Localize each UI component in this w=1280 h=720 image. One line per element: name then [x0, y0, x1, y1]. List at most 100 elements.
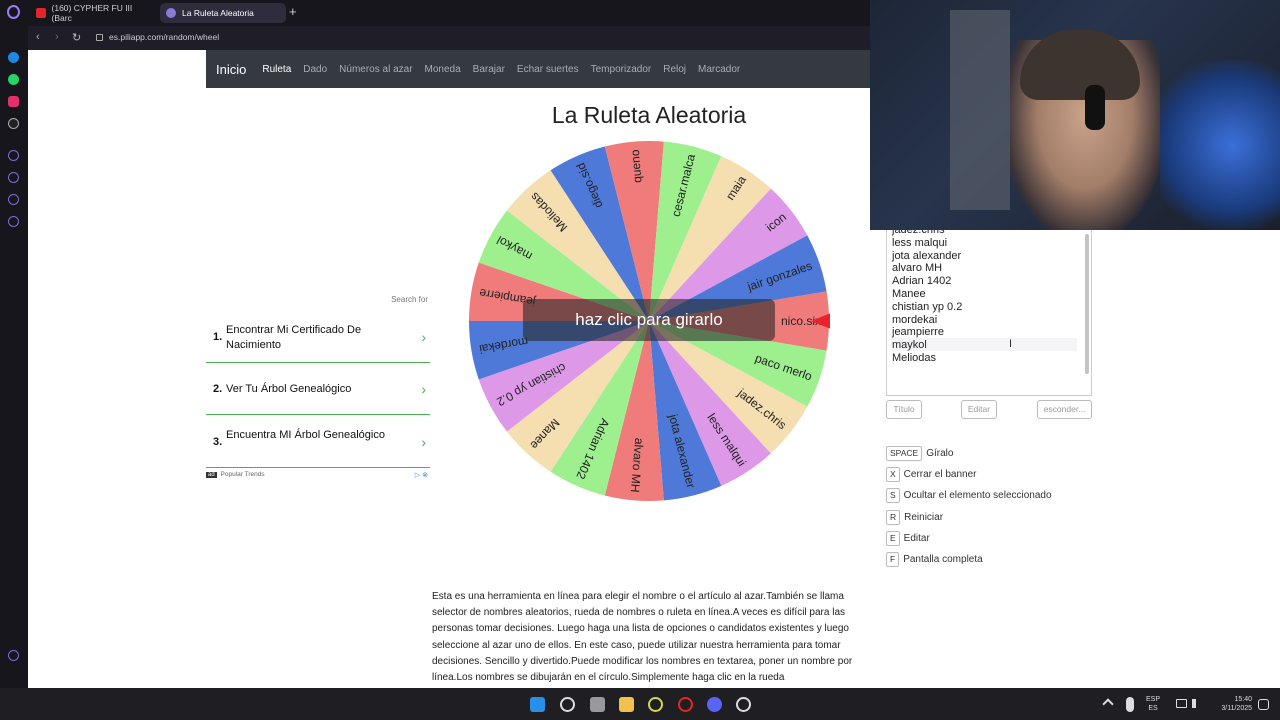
webcam-overlay	[870, 0, 1280, 230]
shortcut-label: Reiniciar	[904, 512, 944, 523]
wheel-segment[interactable]	[649, 321, 808, 454]
spin-label[interactable]: haz clic para girarlo	[523, 299, 775, 341]
date: 3/11/2025	[1221, 705, 1252, 712]
wheel-segment[interactable]	[550, 146, 649, 321]
whatsapp-icon[interactable]	[8, 74, 19, 85]
name-line: jeampierre	[892, 326, 944, 339]
nav-numeros[interactable]: Números al azar	[339, 63, 413, 75]
nav-marcador[interactable]: Marcador	[698, 63, 741, 75]
shortcut-key: R	[886, 510, 901, 525]
opera-gx-icon[interactable]	[648, 697, 663, 712]
wheel[interactable]: nico.six paco merlo jadez.chris less malqui…	[468, 140, 830, 502]
extensions-icon[interactable]	[8, 194, 19, 205]
tiktok-icon[interactable]	[8, 118, 19, 129]
current-line-highlight	[891, 338, 1077, 351]
tab-label: (160) CYPHER FU III (Barc	[51, 3, 133, 23]
tab-ruleta[interactable]: La Ruleta Aleatoria	[160, 3, 286, 23]
browser-sidebar	[0, 26, 28, 720]
wheel-segment[interactable]	[649, 156, 771, 321]
wheel-segment[interactable]	[478, 321, 649, 432]
name-line: less malqui	[892, 236, 948, 249]
nav-barajar[interactable]: Barajar	[472, 63, 505, 75]
messenger-icon[interactable]	[8, 52, 19, 63]
wheel-segment[interactable]	[649, 321, 827, 407]
ad-item-text: Ver Tu Árbol Genealógico	[226, 383, 352, 395]
wheel-segment[interactable]	[649, 141, 722, 321]
back-icon[interactable]: ‹	[36, 31, 40, 43]
ad-item-number: 3.	[213, 436, 223, 448]
ad-item-text: Encontrar Mi Certificado De Nacimiento	[226, 324, 362, 351]
taskbar: ESP ES 15:40 3/11/2025	[0, 688, 1280, 720]
wheel-segment[interactable]	[550, 321, 649, 496]
wheel-segment[interactable]	[478, 210, 649, 321]
description-text: Esta es una herramienta en línea para el…	[432, 591, 853, 684]
webcam-hair	[1020, 30, 1140, 100]
ad-item[interactable]: 1. Encontrar Mi Certificado De Nacimient…	[206, 313, 430, 363]
edit-button[interactable]: Editar	[961, 400, 997, 419]
ad-block: Search for 1. Encontrar Mi Certificado D…	[206, 293, 430, 483]
chevron-right-icon: ›	[421, 434, 426, 450]
clock[interactable]: 15:40 3/11/2025	[1208, 695, 1252, 713]
ad-item[interactable]: 2. Ver Tu Árbol Genealógico ›	[206, 365, 430, 415]
history-icon[interactable]	[8, 150, 19, 161]
search-icon[interactable]	[560, 697, 575, 712]
ad-badge: ad	[206, 472, 217, 478]
opera-logo-icon[interactable]	[7, 5, 20, 19]
language-code: ESP	[1146, 696, 1161, 703]
ad-footer-text: Popular Trends	[220, 471, 265, 478]
task-view-icon[interactable]	[590, 697, 605, 712]
wheel-segment[interactable]	[604, 321, 664, 502]
title-button[interactable]: Título	[886, 400, 922, 419]
shortcut-space: SPACE Gíralo	[886, 446, 953, 461]
nav-ruleta[interactable]: Ruleta	[262, 63, 292, 75]
nav-brand[interactable]: Inicio	[216, 61, 247, 77]
tab-youtube[interactable]: (160) CYPHER FU III (Barc	[30, 3, 156, 23]
shortcut-label: Ocultar el elemento seleccionado	[903, 490, 1052, 501]
notifications-icon[interactable]	[1258, 699, 1269, 710]
network-icon[interactable]	[1176, 699, 1187, 708]
adchoices-icon[interactable]: ▷ ⊗	[414, 472, 428, 479]
steam-icon[interactable]	[736, 697, 751, 712]
gx-icon[interactable]	[8, 650, 19, 661]
nav-temporizador[interactable]: Temporizador	[590, 63, 652, 75]
wheel-segment[interactable]	[649, 188, 808, 321]
site-navbar: Inicio Ruleta Dado Números al azar Moned…	[206, 50, 870, 88]
discord-icon[interactable]	[707, 697, 722, 712]
url-field[interactable]: es.piliapp.com/random/wheel	[96, 32, 219, 42]
clock-icon[interactable]	[8, 172, 19, 183]
ad-item-number: 2.	[213, 383, 223, 395]
forward-icon[interactable]: ›	[55, 31, 59, 43]
windows-start-icon[interactable]	[530, 697, 545, 712]
name-line: jadez.chris	[892, 230, 945, 236]
wheel-segment[interactable]	[506, 170, 649, 321]
wheel-segment[interactable]	[649, 321, 722, 501]
wheel-segment[interactable]	[506, 321, 649, 472]
wheel-pointer-icon	[811, 313, 830, 329]
nav-dado[interactable]: Dado	[303, 63, 328, 75]
opera-icon[interactable]	[678, 697, 693, 712]
volume-icon[interactable]	[1192, 699, 1202, 708]
wheel-segment[interactable]	[649, 321, 771, 486]
shortcut-label: Pantalla completa	[903, 554, 983, 565]
names-textarea[interactable]: jadez.chris less malqui jota alexander alva…	[886, 230, 1092, 396]
nav-echar-suertes[interactable]: Echar suertes	[516, 63, 579, 75]
textarea-scrollbar[interactable]	[1085, 234, 1089, 374]
new-tab-button[interactable]: +	[289, 4, 297, 19]
reload-icon[interactable]: ↻	[72, 32, 82, 44]
shortcut-f: F Pantalla completa	[886, 552, 983, 567]
ad-item[interactable]: 3. Encuentra MI Árbol Genealógico ›	[206, 418, 430, 468]
file-explorer-icon[interactable]	[619, 697, 634, 712]
microphone-icon[interactable]	[1126, 697, 1134, 712]
piliapp-icon	[166, 8, 176, 18]
nav-reloj[interactable]: Reloj	[663, 63, 687, 75]
shortcut-x: X Cerrar el banner	[886, 467, 976, 482]
nav-moneda[interactable]: Moneda	[424, 63, 461, 75]
hide-button[interactable]: esconder...	[1037, 400, 1092, 419]
tray-expand-icon[interactable]	[1102, 698, 1114, 710]
names-panel: jadez.chris less malqui jota alexander alva…	[870, 230, 1280, 688]
chevron-right-icon: ›	[421, 381, 426, 397]
instagram-icon[interactable]	[8, 96, 19, 107]
language-indicator[interactable]: ESP ES	[1146, 695, 1160, 713]
settings-icon[interactable]	[8, 216, 19, 227]
wheel-segment[interactable]	[604, 141, 664, 321]
